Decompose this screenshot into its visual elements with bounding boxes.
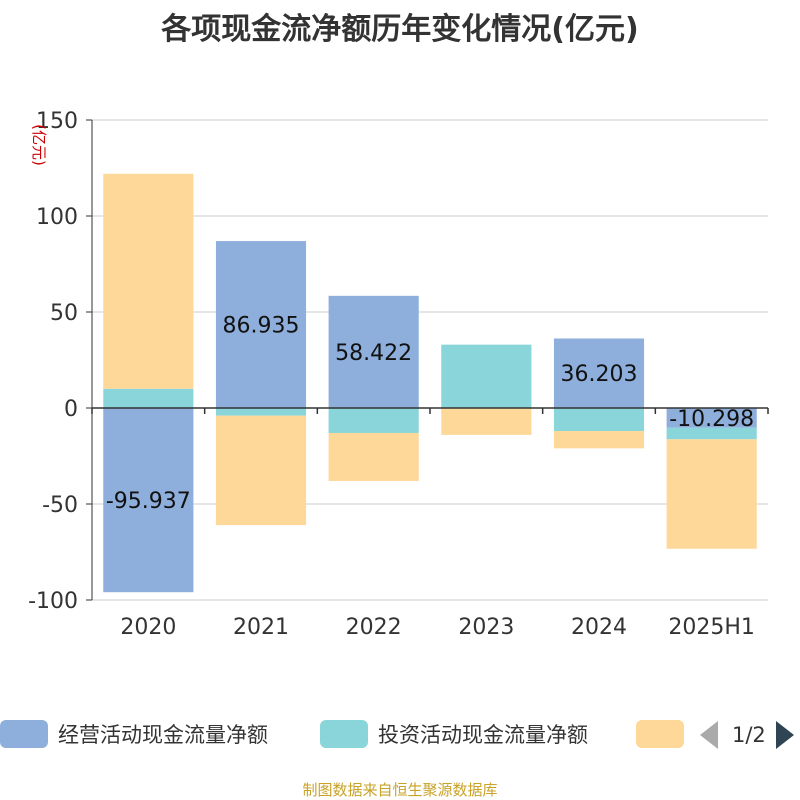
legend-pager: 1/2: [700, 720, 794, 750]
bar-2022-series-2[interactable]: [328, 432, 419, 481]
bar-2020-series-2[interactable]: [103, 173, 194, 389]
bar-2023-series-2[interactable]: [441, 408, 532, 435]
y-tick-label: -50: [42, 493, 78, 518]
bar-2024-series-1[interactable]: [553, 408, 645, 432]
bar-2025H1-series-1[interactable]: [666, 427, 757, 440]
bar-2022-series-1[interactable]: [328, 408, 419, 433]
x-tick-label: 2023: [458, 615, 514, 640]
bar-2024-series-2[interactable]: [553, 431, 645, 449]
y-tick-label: 0: [64, 397, 78, 422]
y-tick-label: 100: [36, 205, 78, 230]
bar-2021-series-2[interactable]: [215, 415, 307, 526]
chart-title: 各项现金流净额历年变化情况(亿元): [161, 12, 639, 47]
legend-item-operating[interactable]: 经营活动现金流量净额: [0, 716, 268, 752]
data-label: 36.203: [561, 362, 638, 387]
source-note: 制图数据来自恒生聚源数据库: [302, 781, 498, 799]
y-tick-label: 150: [36, 109, 78, 134]
legend-swatch: [320, 720, 368, 748]
bar-2021-series-0[interactable]: [215, 241, 307, 408]
x-tick-label: 2025H1: [668, 615, 755, 640]
legend-page-indicator: 1/2: [732, 723, 766, 747]
y-tick-label: -100: [28, 589, 78, 614]
bar-2021-series-1[interactable]: [215, 408, 307, 416]
x-tick-label: 2021: [233, 615, 289, 640]
data-label: -95.937: [106, 489, 191, 514]
bar-2024-series-0[interactable]: [553, 338, 645, 408]
chart-plot: 150 100 50 0 -50 -100 (亿元) 2020 2021 2022 2023 2024…: [28, 109, 769, 640]
bar-2025H1-series-0[interactable]: [666, 408, 757, 428]
x-tick-label: 2022: [346, 615, 402, 640]
y-axis-unit-label: (亿元): [30, 124, 48, 166]
bar-2023-series-1[interactable]: [441, 344, 532, 408]
legend-swatch: [0, 720, 48, 748]
bar-2020-series-1[interactable]: [103, 388, 194, 408]
x-tick-label: 2024: [571, 615, 627, 640]
legend-item-financing[interactable]: [636, 716, 694, 752]
legend-prev-page-icon[interactable]: [700, 721, 718, 749]
legend-label: 经营活动现金流量净额: [58, 723, 268, 747]
bar-2025H1-series-2[interactable]: [666, 439, 757, 549]
y-tick-label: 50: [50, 301, 78, 326]
legend-next-page-icon[interactable]: [775, 721, 794, 749]
x-tick-label: 2020: [120, 615, 176, 640]
legend-item-investing[interactable]: 投资活动现金流量净额: [320, 716, 588, 752]
data-label: 58.422: [335, 341, 412, 366]
legend: 经营活动现金流量净额 投资活动现金流量净额 1/2: [0, 716, 800, 756]
bar-2020-series-0[interactable]: [103, 408, 194, 593]
legend-swatch: [636, 720, 684, 748]
bar-2022-series-0[interactable]: [328, 295, 419, 408]
legend-label: 投资活动现金流量净额: [378, 723, 588, 747]
data-label: -10.298: [669, 407, 754, 432]
data-label: 86.935: [223, 314, 300, 339]
